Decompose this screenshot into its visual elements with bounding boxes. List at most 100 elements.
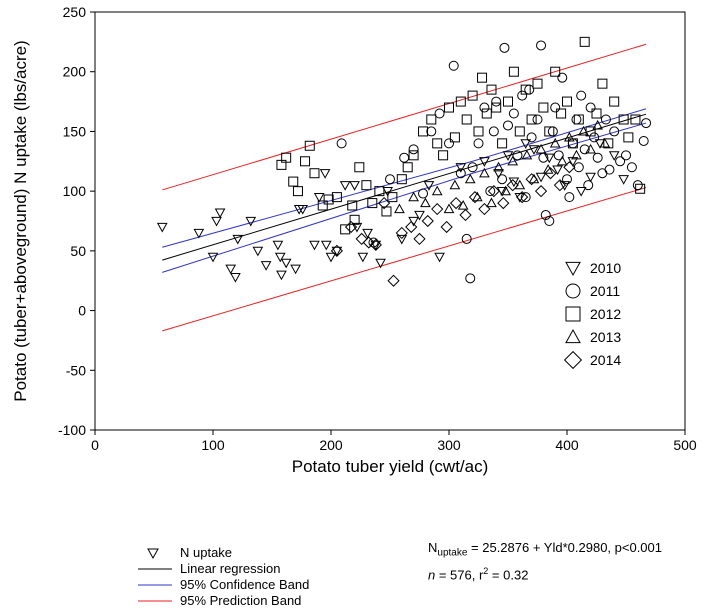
point-2012 [426,114,437,125]
point-2012 [402,162,413,173]
point-2010 [232,234,244,245]
point-2010 [559,181,570,191]
point-2013 [571,149,582,160]
point-2010 [331,246,343,257]
point-2013 [564,131,575,142]
r-sup: 2 [483,566,489,576]
point-2011 [524,84,535,95]
point-2011 [455,168,466,179]
point-2013 [420,197,431,208]
legend-label-2014: 2014 [590,352,621,368]
point-2012 [603,138,614,149]
point-2010 [193,228,205,239]
point-2010 [313,193,325,203]
regression-lines [162,43,647,332]
point-2014 [506,179,519,192]
point-2011 [488,126,499,137]
point-2012 [432,138,443,149]
point-2014 [362,236,375,249]
point-2010 [455,163,467,173]
point-2012 [354,162,365,173]
point-2014 [459,208,472,222]
point-2010 [479,157,490,167]
point-2010 [575,187,587,197]
y-tick-label: 150 [63,123,87,139]
legend-marker-2012 [565,306,581,322]
point-2010 [280,258,292,269]
bottom-legend-item: 95% Prediction Band [180,593,301,609]
point-2012 [477,72,488,83]
point-2011 [448,60,459,71]
point-2012 [304,140,315,151]
point-2011 [526,132,537,143]
point-2010 [214,208,226,219]
point-2012 [444,102,454,113]
point-2013 [556,155,568,166]
point-2012 [630,114,641,125]
point-2011 [626,162,637,173]
point-2014 [563,161,576,174]
point-2011 [512,150,523,161]
point-2011 [597,168,608,179]
point-2014 [413,232,426,246]
point-2012 [579,36,590,47]
point-2012 [449,132,460,143]
point-2010 [211,216,222,227]
point-2012 [323,194,334,205]
point-2013 [431,185,443,196]
point-2011 [583,180,594,191]
point-2011 [604,164,615,175]
point-2010 [245,216,257,227]
point-2012 [292,186,303,197]
point-2012 [374,186,385,197]
point-2012 [367,198,378,209]
x-tick-label: 500 [673,437,697,453]
point-2010 [375,258,386,269]
point-2014 [369,238,382,251]
point-2011 [562,174,572,185]
point-2010 [207,252,219,263]
legend-marker-2010 [565,261,581,277]
point-2010 [260,261,272,271]
point-2010 [349,181,360,191]
legend-label-2013: 2013 [590,329,621,345]
legend-label: 95% Prediction Band [180,593,302,608]
point-2010 [370,240,382,251]
point-2014 [468,191,482,204]
point-2011 [434,108,445,119]
point-2012 [618,114,629,125]
point-2011 [497,174,508,185]
legend-label: Linear regression [180,561,281,576]
point-2010 [396,234,408,245]
point-2010 [382,187,393,197]
point-2010 [319,169,331,179]
95-confidence-band-upper [162,108,647,248]
point-2011 [540,210,551,221]
point-2012 [538,102,549,113]
axis-ticks: 0 100 200 300 400 500 -100 -50 0 50 100 150 200 250 [58,4,697,453]
point-2011 [609,126,620,137]
point-2011 [615,156,626,167]
point-2012 [381,206,392,217]
point-2011 [536,40,547,51]
point-2013 [585,143,596,154]
point-2013 [578,125,589,136]
point-2011 [368,237,379,248]
plot-area [94,11,686,431]
point-2014 [534,185,548,198]
point-2014 [330,244,344,257]
legend-label: 95% Confidence Band [180,577,310,592]
data-points [156,36,652,287]
point-2011 [589,132,600,143]
point-2010 [252,246,264,257]
point-2010 [496,187,508,197]
point-2012 [418,126,429,137]
point-2014 [405,220,418,234]
y-axis-label: Potato (tuber+aboveground) N uptake (lbs… [11,40,30,401]
point-2013 [592,119,604,130]
point-2010 [414,210,425,221]
bottom-legend-item: Linear regression [180,561,280,577]
point-2012 [288,176,299,187]
equation-prefix: N [428,540,438,555]
point-2012 [544,126,555,137]
